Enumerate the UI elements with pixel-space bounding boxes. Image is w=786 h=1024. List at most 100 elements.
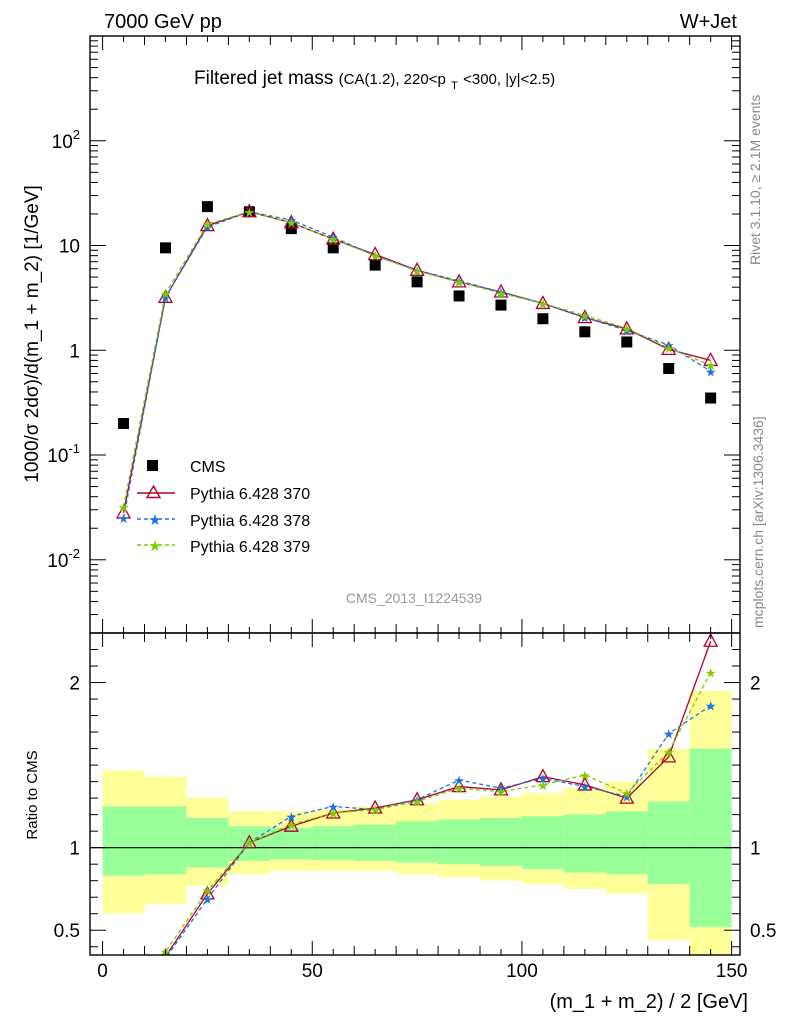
ratio-marker-p378: ★: [369, 803, 381, 818]
marker-p379: ★: [453, 275, 465, 290]
process-label: W+Jet: [680, 11, 738, 33]
marker-p379: ★: [160, 286, 172, 301]
marker-p379: ★: [663, 341, 675, 356]
ratio-marker-p379: ★: [537, 778, 549, 793]
main-y-tick-label: 10: [59, 237, 80, 258]
plot-title-sub-subscript: T: [451, 80, 458, 92]
main-y-tick-label: 10-2: [47, 546, 80, 572]
data-point-cms: [243, 206, 255, 218]
ratio-marker-p378: ★: [705, 699, 717, 714]
legend-label-cms: CMS: [190, 459, 226, 476]
marker-p370: [199, 217, 216, 232]
marker-p378: ★: [327, 230, 339, 245]
x-tick-label: 0: [97, 961, 108, 982]
marker-p379: ★: [244, 205, 256, 220]
ratio-band-inner: [270, 827, 313, 860]
ratio-marker-p370: [409, 791, 425, 806]
marker-p379: ★: [705, 358, 717, 373]
ratio-y-tick-label-right: 2: [750, 674, 761, 695]
ratio-marker-p370: [199, 885, 216, 900]
x-tick-label: 150: [716, 961, 748, 982]
ratio-band-inner: [144, 806, 187, 875]
ratio-marker-p379: ★: [327, 806, 339, 821]
marker-p378: ★: [160, 290, 172, 305]
ratio-marker-p379: ★: [495, 785, 507, 800]
marker-p379: ★: [327, 232, 339, 247]
main-y-tick-label: 102: [52, 127, 80, 153]
marker-p379: ★: [285, 216, 297, 231]
main-y-axis-label: 1000/σ 2dσ)/d(m_1 + m_2) [1/GeV]: [22, 185, 43, 483]
series-line-p379: [122, 211, 711, 507]
ratio-marker-p378: ★: [202, 892, 214, 907]
data-point-cms: [537, 313, 549, 325]
legend-label-p378: Pythia 6.428 378: [190, 513, 310, 530]
ratio-band-inner: [102, 806, 145, 876]
energy-label: 7000 GeV pp: [104, 11, 222, 33]
marker-p378: ★: [244, 205, 256, 220]
marker-p379: ★: [495, 286, 507, 301]
marker-p378: ★: [663, 338, 675, 353]
ratio-marker-p379: ★: [453, 781, 465, 796]
marker-p378: ★: [621, 323, 633, 338]
marker-p370: [367, 246, 383, 261]
ratio-marker-p379: ★: [621, 786, 633, 801]
marker-p379: ★: [579, 308, 591, 323]
data-point-cms: [327, 242, 339, 254]
data-point-cms: [453, 290, 465, 302]
marker-p378: ★: [118, 511, 130, 526]
data-point-cms: [285, 223, 297, 235]
marker-p370: [661, 341, 677, 356]
ratio-marker-p378: ★: [453, 773, 465, 788]
x-axis-label: (m_1 + m_2) / 2 [GeV]: [550, 991, 748, 1013]
ratio-y-tick-label-left: 0.5: [54, 921, 80, 942]
ratio-y-tick-label-right: 1: [750, 839, 761, 860]
ratio-y-tick-label-right: 0.5: [750, 921, 776, 942]
data-point-cms: [201, 201, 213, 213]
ratio-y-tick-label-left: 2: [69, 674, 80, 695]
ratio-band-inner: [186, 817, 229, 868]
data-point-cms: [118, 417, 130, 429]
main-plot-frame: [89, 35, 741, 634]
legend: CMS Pythia 6.428 370 ★ Pythia 6.428 378 …: [137, 459, 310, 556]
ratio-marker-p378: ★: [663, 727, 675, 742]
data-point-cms: [621, 336, 633, 348]
ratio-marker-p370: [451, 778, 467, 793]
main-y-tick-label: 1: [69, 341, 80, 362]
ratio-marker-p370: [661, 748, 677, 763]
plot-title-sub-suffix: <300, |y|<2.5): [463, 71, 555, 88]
marker-p370: [241, 203, 257, 218]
ratio-line-p379: [160, 672, 712, 955]
marker-p378: ★: [537, 296, 549, 311]
ratio-marker-p370: [283, 817, 299, 832]
series-line-p370: [122, 211, 711, 514]
marker-p379: ★: [621, 321, 633, 336]
marker-p378: ★: [411, 263, 423, 278]
ratio-marker-p370: [241, 834, 257, 849]
ratio-marker-p378: ★: [579, 780, 591, 795]
marker-p378: ★: [705, 364, 717, 379]
marker-p379: ★: [411, 264, 423, 279]
ratio-marker-p370: [577, 776, 593, 791]
ratio-band-inner: [689, 748, 732, 927]
ratio-band-inner: [312, 826, 355, 861]
ratio-marker-p378: ★: [327, 799, 339, 814]
ratio-band-inner: [563, 814, 606, 873]
marker-p370: [577, 309, 593, 324]
marker-p379: ★: [202, 217, 214, 232]
marker-p370: [283, 214, 299, 229]
ratio-marker-p378: ★: [621, 789, 633, 804]
data-point-cms: [579, 326, 591, 338]
ratio-marker-p379: ★: [705, 666, 717, 681]
marker-p370: [409, 261, 425, 276]
ratio-marker-p379: ★: [244, 836, 256, 851]
legend-label-p379: Pythia 6.428 379: [190, 539, 310, 556]
marker-p378: ★: [285, 213, 297, 228]
ratio-marker-p370: [703, 633, 719, 647]
ratio-marker-p378: ★: [537, 771, 549, 786]
ratio-plot-frame: [89, 632, 741, 956]
marker-p370: [325, 230, 341, 245]
data-point-cms: [159, 242, 171, 254]
marker-p378: ★: [202, 220, 214, 235]
ratio-band-inner: [480, 817, 522, 866]
